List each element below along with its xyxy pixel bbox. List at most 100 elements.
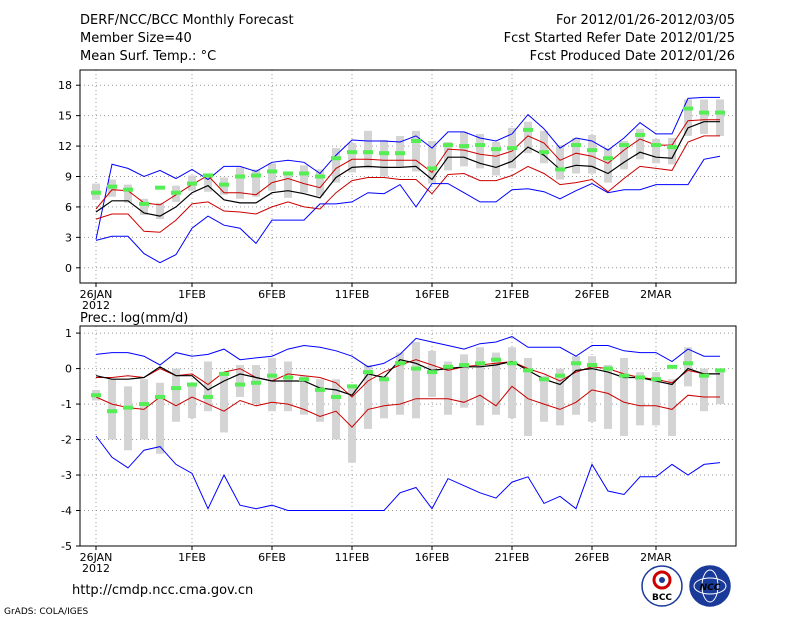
prec-xtick-label: 11FEB bbox=[335, 551, 370, 564]
prec-spread-box bbox=[300, 375, 308, 415]
precipitation-panel: -5 -4 -3 -2 -1 0 1 26JAN 1FEB 6FEB 11FEB 16FEB 21FEB… bbox=[61, 325, 737, 575]
temp-spread-box bbox=[700, 99, 708, 134]
temp-member-marker bbox=[507, 146, 517, 151]
temp-member-marker bbox=[331, 156, 341, 161]
temp-member-marker bbox=[475, 143, 485, 148]
prec-spread-box bbox=[604, 365, 612, 429]
prec-spread-box bbox=[668, 379, 676, 436]
temp-member-marker bbox=[619, 143, 629, 148]
temp-ytick-label: 15 bbox=[58, 110, 72, 123]
prec-spread-box bbox=[492, 352, 500, 415]
prec-member-marker bbox=[523, 368, 533, 373]
temp-spread-box bbox=[556, 145, 564, 180]
temp-spread-box bbox=[300, 165, 308, 193]
temp-member-marker bbox=[171, 190, 181, 195]
prec-member-marker bbox=[507, 361, 517, 366]
prec-spread-box bbox=[588, 356, 596, 422]
prec-spread-box bbox=[716, 368, 724, 405]
temp-spread-box bbox=[156, 202, 164, 220]
prec-member-marker bbox=[395, 361, 405, 366]
temp-spread-box bbox=[572, 137, 580, 174]
prec-xtick-label: 1FEB bbox=[178, 551, 206, 564]
temp-member-marker bbox=[299, 171, 309, 176]
temp-series-max bbox=[95, 96, 720, 240]
prec-ytick-label: 1 bbox=[65, 327, 72, 340]
prec-member-marker bbox=[427, 370, 437, 375]
temp-member-marker bbox=[699, 110, 709, 115]
prec-member-marker bbox=[155, 394, 165, 399]
prec-member-marker bbox=[331, 394, 341, 399]
prec-member-marker bbox=[379, 377, 389, 382]
prec-spread-box bbox=[364, 365, 372, 429]
temp-member-marker bbox=[715, 110, 725, 115]
prec-spread-box bbox=[412, 341, 420, 419]
temp-member-marker bbox=[635, 132, 645, 137]
prec-member-marker bbox=[587, 363, 597, 368]
prec-spread-box bbox=[268, 357, 276, 412]
prec-spread-box bbox=[572, 356, 580, 415]
prec-spread-box bbox=[316, 379, 324, 422]
temp-member-marker bbox=[315, 174, 325, 179]
temp-member-marker bbox=[123, 187, 133, 192]
prec-member-marker bbox=[283, 375, 293, 380]
temp-spread-box bbox=[604, 148, 612, 183]
temp-series-mean bbox=[95, 121, 720, 217]
temp-xtick-label: 2MAR bbox=[640, 288, 672, 301]
prec-member-marker bbox=[267, 373, 277, 378]
prec-series-mean bbox=[95, 359, 720, 396]
prec-member-marker bbox=[699, 373, 709, 378]
prec-member-marker bbox=[539, 377, 549, 382]
temp-spread-box bbox=[316, 169, 324, 196]
temp-ytick-label: 0 bbox=[65, 262, 72, 275]
temp-spread-box bbox=[140, 198, 148, 216]
temp-xtick-label: 21FEB bbox=[495, 288, 530, 301]
temp-spread-box bbox=[620, 141, 628, 170]
prec-member-marker bbox=[619, 373, 629, 378]
prec-member-marker bbox=[107, 409, 117, 414]
temp-member-marker bbox=[459, 144, 469, 149]
temp-ytick-label: 3 bbox=[65, 231, 72, 244]
temp-spread-box bbox=[204, 173, 212, 192]
prec-member-marker bbox=[91, 393, 101, 398]
temp-ytick-label: 6 bbox=[65, 201, 72, 214]
prec-ytick-label: -5 bbox=[61, 540, 72, 553]
prec-series-upper_spread bbox=[96, 359, 720, 398]
temp-spread-box bbox=[492, 142, 500, 176]
prec-spread-box bbox=[204, 361, 212, 412]
temp-ytick-label: 18 bbox=[58, 79, 72, 92]
forecast-period: For 2012/01/26-2012/03/05 bbox=[556, 13, 735, 28]
temp-member-marker bbox=[587, 148, 597, 153]
precip-label: Prec.: log(mm/d) bbox=[80, 311, 188, 326]
prec-member-marker bbox=[363, 370, 373, 375]
prec-xtick-label: 6FEB bbox=[258, 551, 286, 564]
prec-spread-box bbox=[236, 365, 244, 397]
temp-spread-box bbox=[588, 134, 596, 174]
temp-member-marker bbox=[427, 166, 437, 171]
temp-member-marker bbox=[523, 127, 533, 132]
prec-spread-box bbox=[348, 386, 356, 463]
temp-year-label: 2012 bbox=[82, 299, 110, 312]
prec-ytick-label: -3 bbox=[61, 469, 72, 482]
temp-member-marker bbox=[603, 156, 613, 161]
temp-member-marker bbox=[267, 169, 277, 174]
prec-member-marker bbox=[219, 371, 229, 376]
prec-member-marker bbox=[235, 382, 245, 387]
prec-spread-box bbox=[188, 382, 196, 419]
prec-member-marker bbox=[571, 361, 581, 366]
grads-credit: GrADS: COLA/IGES bbox=[4, 607, 88, 617]
temp-xtick-label: 26JAN bbox=[80, 288, 113, 301]
prec-member-marker bbox=[635, 375, 645, 380]
prec-spread-box bbox=[540, 375, 548, 422]
prec-spread-box bbox=[556, 368, 564, 426]
temp-member-marker bbox=[107, 184, 117, 189]
temp-spread-box bbox=[716, 99, 724, 136]
prec-spread-box bbox=[700, 368, 708, 412]
temp-spread-box bbox=[652, 138, 660, 164]
source-url[interactable]: http://cmdp.ncc.cma.gov.cn bbox=[72, 583, 253, 598]
prec-member-marker bbox=[123, 405, 133, 410]
prec-member-marker bbox=[251, 380, 261, 385]
prec-member-marker bbox=[603, 366, 613, 371]
prec-spread-box bbox=[220, 372, 228, 433]
temp-spread-box bbox=[668, 137, 676, 165]
